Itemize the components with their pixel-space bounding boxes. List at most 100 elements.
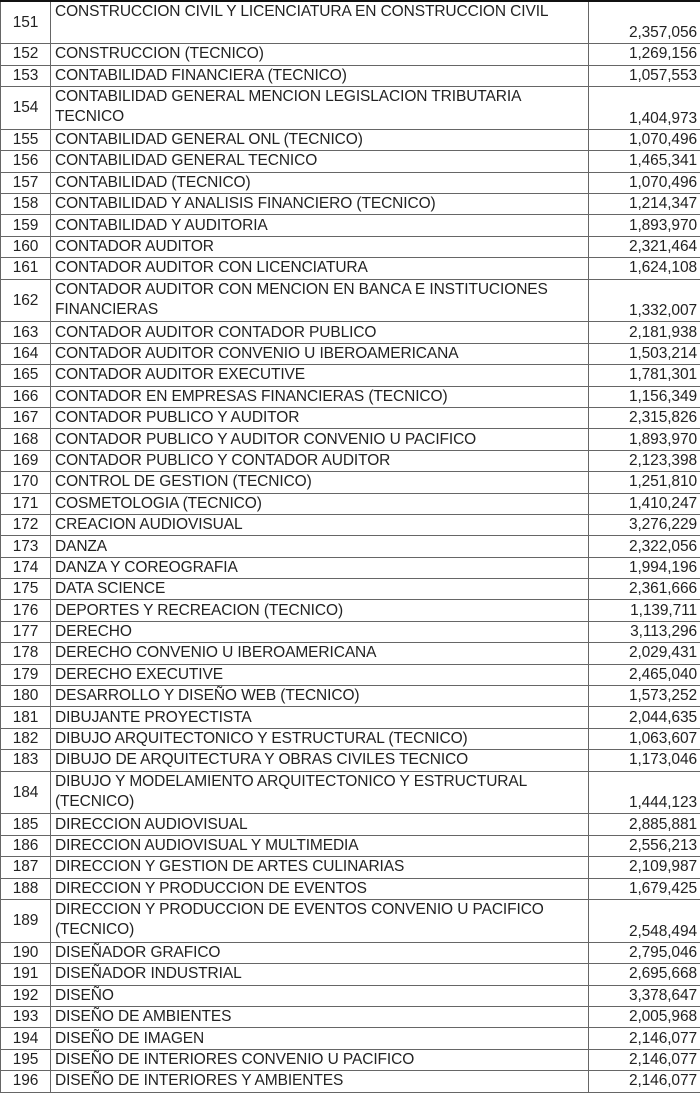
table-row: 185 DIRECCION AUDIOVISUAL 2,885,881 — [0, 813, 700, 836]
row-number: 165 — [0, 364, 51, 387]
row-number: 179 — [0, 663, 51, 687]
career-name: DISEÑO DE IMAGEN — [50, 1027, 589, 1050]
career-value: 1,214,347 — [588, 193, 700, 216]
career-name: DIRECCION AUDIOVISUAL Y MULTIMEDIA — [50, 834, 589, 858]
career-value: 2,322,056 — [588, 535, 700, 558]
row-number: 173 — [0, 535, 51, 558]
table-row: 165 CONTADOR AUDITOR EXECUTIVE 1,781,301 — [0, 364, 700, 387]
career-name: COSMETOLOGIA (TECNICO) — [50, 492, 589, 515]
career-name: DIBUJO ARQUITECTONICO Y ESTRUCTURAL (TEC… — [50, 727, 589, 751]
row-number: 164 — [0, 342, 51, 366]
row-number: 194 — [0, 1027, 51, 1050]
career-value: 1,404,973 — [588, 86, 700, 130]
table-row: 159 CONTABILIDAD Y AUDITORIA 1,893,970 — [0, 214, 700, 237]
career-value: 2,315,826 — [588, 406, 700, 430]
career-value: 1,410,247 — [588, 492, 700, 515]
career-value: 1,269,156 — [588, 43, 700, 66]
table-row: 161 CONTADOR AUDITOR CON LICENCIATURA 1,62… — [0, 257, 700, 280]
row-number: 181 — [0, 706, 51, 729]
career-name: DIRECCION AUDIOVISUAL — [50, 813, 589, 836]
table-row: 180 DESARROLLO Y DISEÑO WEB (TECNICO) 1,57… — [0, 685, 700, 708]
row-number: 157 — [0, 171, 51, 195]
career-value: 3,378,647 — [588, 984, 700, 1007]
career-name: DISEÑADOR INDUSTRIAL — [50, 963, 589, 986]
table-row: 179 DERECHO EXECUTIVE 2,465,040 — [0, 663, 700, 687]
table-row: 157 CONTABILIDAD (TECNICO) 1,070,496 — [0, 171, 700, 195]
row-number: 158 — [0, 193, 51, 216]
table-row: 182 DIBUJO ARQUITECTONICO Y ESTRUCTURAL (… — [0, 727, 700, 751]
career-name: CREACION AUDIOVISUAL — [50, 513, 589, 537]
career-name: DEPORTES Y RECREACION (TECNICO) — [50, 599, 589, 622]
career-value: 3,113,296 — [588, 620, 700, 644]
career-value: 1,070,496 — [588, 128, 700, 152]
career-value: 1,173,046 — [588, 749, 700, 772]
career-name: CONSTRUCCION (TECNICO) — [50, 43, 589, 66]
table-row: 192 DISEÑO 3,378,647 — [0, 984, 700, 1007]
row-number: 195 — [0, 1048, 51, 1072]
table-row: 162 CONTADOR AUDITOR CON MENCION EN BANCA… — [0, 278, 700, 323]
career-value: 2,695,668 — [588, 963, 700, 986]
career-name: DIRECCION Y PRODUCCION DE EVENTOS CONVEN… — [50, 898, 589, 943]
row-number: 156 — [0, 150, 51, 173]
career-name: DIBUJO Y MODELAMIENTO ARQUITECTONICO Y E… — [50, 770, 589, 815]
row-number: 163 — [0, 321, 51, 344]
career-name: DISEÑADOR GRAFICO — [50, 941, 589, 965]
career-value: 2,885,881 — [588, 813, 700, 836]
career-value: 1,573,252 — [588, 685, 700, 708]
table-row: 171 COSMETOLOGIA (TECNICO) 1,410,247 — [0, 492, 700, 515]
career-name: DIBUJO DE ARQUITECTURA Y OBRAS CIVILES T… — [50, 749, 589, 772]
table-row: 196 DISEÑO DE INTERIORES Y AMBIENTES 2,146… — [0, 1070, 700, 1093]
table-row: 175 DATA SCIENCE 2,361,666 — [0, 578, 700, 601]
row-number: 152 — [0, 43, 51, 66]
row-number: 167 — [0, 406, 51, 430]
career-value: 2,146,077 — [588, 1027, 700, 1050]
row-number: 191 — [0, 963, 51, 986]
row-number: 193 — [0, 1005, 51, 1029]
career-name: DERECHO CONVENIO U IBEROAMERICANA — [50, 642, 589, 665]
career-value: 2,123,398 — [588, 449, 700, 473]
row-number: 162 — [0, 278, 51, 323]
career-name: DIBUJANTE PROYECTISTA — [50, 706, 589, 729]
table-row: 166 CONTADOR EN EMPRESAS FINANCIERAS (TEC… — [0, 385, 700, 408]
career-name: CONTABILIDAD Y ANALISIS FINANCIERO (TECN… — [50, 193, 589, 216]
career-name: CONTADOR AUDITOR CONTADOR PUBLICO — [50, 321, 589, 344]
career-value: 1,465,341 — [588, 150, 700, 173]
table-row: 183 DIBUJO DE ARQUITECTURA Y OBRAS CIVILE… — [0, 749, 700, 772]
career-name: DERECHO EXECUTIVE — [50, 663, 589, 687]
career-name: DANZA Y COREOGRAFIA — [50, 556, 589, 580]
row-number: 169 — [0, 449, 51, 473]
career-name: DANZA — [50, 535, 589, 558]
career-name: CONTROL DE GESTION (TECNICO) — [50, 471, 589, 494]
career-value: 2,357,056 — [588, 0, 700, 45]
row-number: 196 — [0, 1070, 51, 1093]
career-value: 1,893,970 — [588, 428, 700, 451]
row-number: 190 — [0, 941, 51, 965]
table-row: 153 CONTABILIDAD FINANCIERA (TECNICO) 1,05… — [0, 64, 700, 88]
career-name: DESARROLLO Y DISEÑO WEB (TECNICO) — [50, 685, 589, 708]
table-row: 168 CONTADOR PUBLICO Y AUDITOR CONVENIO U… — [0, 428, 700, 451]
career-value: 2,109,987 — [588, 856, 700, 879]
row-number: 175 — [0, 578, 51, 601]
table-row: 167 CONTADOR PUBLICO Y AUDITOR 2,315,826 — [0, 406, 700, 430]
career-name: CONSTRUCCION CIVIL Y LICENCIATURA EN CON… — [50, 0, 589, 45]
career-value: 1,624,108 — [588, 257, 700, 280]
row-number: 187 — [0, 856, 51, 879]
row-number: 170 — [0, 471, 51, 494]
table-row: 181 DIBUJANTE PROYECTISTA 2,044,635 — [0, 706, 700, 729]
table-row: 193 DISEÑO DE AMBIENTES 2,005,968 — [0, 1005, 700, 1029]
row-number: 166 — [0, 385, 51, 408]
career-name: CONTADOR PUBLICO Y AUDITOR CONVENIO U PA… — [50, 428, 589, 451]
table-row: 154 CONTABILIDAD GENERAL MENCION LEGISLAC… — [0, 86, 700, 130]
table-row: 176 DEPORTES Y RECREACION (TECNICO) 1,139,… — [0, 599, 700, 622]
career-name: CONTADOR AUDITOR EXECUTIVE — [50, 364, 589, 387]
career-value: 2,146,077 — [588, 1048, 700, 1072]
row-number: 161 — [0, 257, 51, 280]
career-name: DATA SCIENCE — [50, 578, 589, 601]
career-value: 1,156,349 — [588, 385, 700, 408]
table-row: 173 DANZA 2,322,056 — [0, 535, 700, 558]
row-number: 172 — [0, 513, 51, 537]
career-name: DISEÑO DE INTERIORES Y AMBIENTES — [50, 1070, 589, 1093]
row-number: 176 — [0, 599, 51, 622]
career-value: 1,781,301 — [588, 364, 700, 387]
